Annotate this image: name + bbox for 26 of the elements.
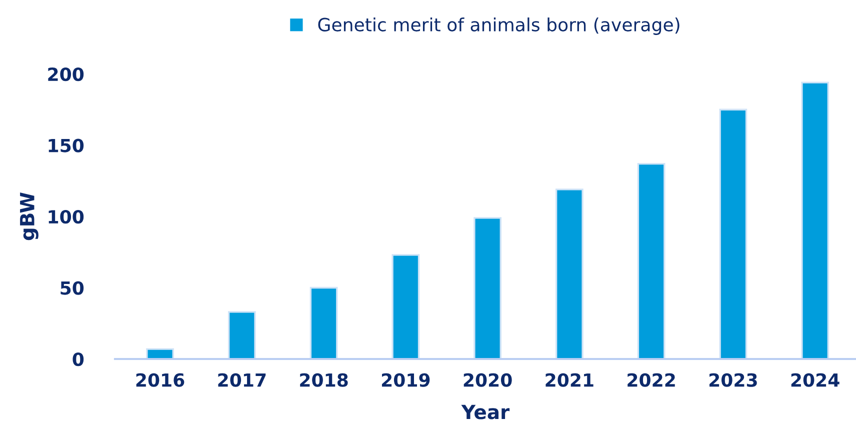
y-tick-label: 100 <box>48 210 84 224</box>
bar <box>310 286 338 359</box>
x-axis-title: Year <box>461 404 510 420</box>
legend-label: Genetic merit of animals born (average) <box>318 17 680 35</box>
bar <box>637 162 666 359</box>
bar <box>392 254 420 359</box>
x-tick-label: 2022 <box>628 373 675 387</box>
bar <box>228 311 256 359</box>
x-tick-label: 2016 <box>136 373 184 387</box>
bar <box>474 217 502 359</box>
x-tick-label: 2020 <box>464 373 512 387</box>
y-tick-label: 200 <box>48 67 84 82</box>
bar <box>719 108 748 359</box>
x-tick-label: 2017 <box>218 373 266 387</box>
bar <box>146 348 174 359</box>
y-tick-label: 50 <box>60 281 84 295</box>
x-tick-label: 2023 <box>709 373 757 387</box>
x-tick-label: 2018 <box>300 373 348 387</box>
y-axis-title: gBW <box>20 192 38 240</box>
x-tick-label: 2021 <box>546 373 594 387</box>
bar <box>801 82 829 359</box>
y-tick-label: 0 <box>72 352 84 366</box>
bar <box>555 188 584 359</box>
y-tick-label: 150 <box>48 138 84 152</box>
x-tick-label: 2019 <box>382 373 430 387</box>
x-tick-label: 2024 <box>791 373 840 387</box>
